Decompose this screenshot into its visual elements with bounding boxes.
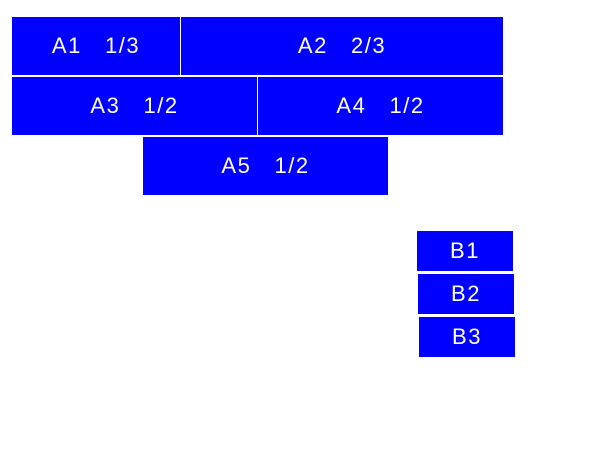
box-a2[interactable]: A2 2/3 — [181, 17, 503, 75]
box-b3[interactable]: B3 — [419, 317, 515, 357]
box-b2[interactable]: B2 — [418, 274, 514, 314]
box-a1[interactable]: A1 1/3 — [12, 17, 180, 75]
box-a4[interactable]: A4 1/2 — [258, 77, 503, 135]
box-a3[interactable]: A3 1/2 — [12, 77, 257, 135]
box-b1[interactable]: B1 — [417, 231, 513, 271]
box-a5[interactable]: A5 1/2 — [143, 137, 388, 195]
